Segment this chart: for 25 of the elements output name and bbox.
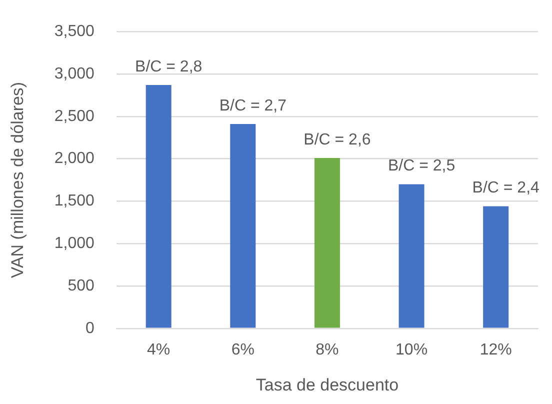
annotation: B/C = 2,6 [304,131,371,148]
bar [314,158,340,328]
y-tick-label: 1,000 [54,235,95,252]
x-tick-label: 4% [147,341,170,358]
annotation: B/C = 2,4 [472,180,540,197]
annotation: B/C = 2,7 [219,97,287,114]
y-tick-label: 1,500 [54,192,95,210]
y-tick-label: 2,500 [54,108,95,125]
x-axis-title: Tasa de descuento [256,375,399,394]
y-axis-title: VAN (millones de dólares) [8,82,27,278]
y-tick-label: 2,000 [54,150,95,168]
y-tick-label: 0 [86,320,95,337]
bar [146,85,172,328]
x-tick-label: 8% [316,341,339,358]
x-tick-label: 10% [396,341,428,358]
bar [230,124,256,328]
x-tick-label: 12% [480,341,512,358]
y-tick-label: 3,500 [54,23,95,40]
y-tick-label: 3,000 [54,65,95,82]
x-tick-label: 6% [231,341,254,358]
annotation: B/C = 2,8 [135,58,202,76]
bar [398,184,424,328]
y-tick-label: 500 [68,277,95,294]
bar [483,206,509,328]
annotation: B/C = 2,5 [388,158,456,175]
